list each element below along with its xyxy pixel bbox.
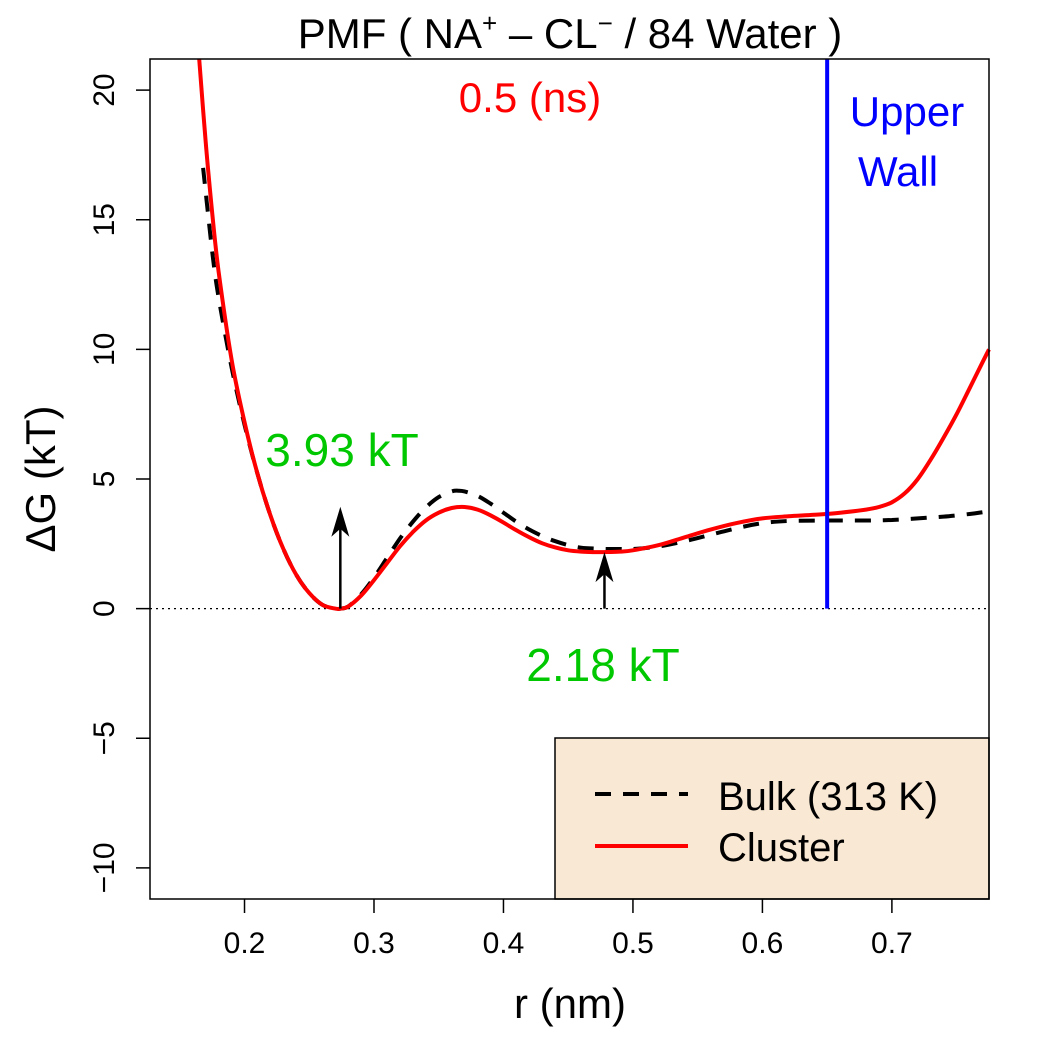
title-suffix: / 84 Water ) bbox=[613, 10, 843, 57]
title-middle: – CL bbox=[497, 10, 597, 57]
title-sup-minus: − bbox=[598, 8, 613, 38]
barrier-label-2: 2.18 kT bbox=[526, 639, 679, 691]
y-tick-label: 20 bbox=[88, 73, 121, 106]
arrow-head bbox=[595, 552, 614, 583]
barrier-arrow-1 bbox=[331, 506, 350, 609]
x-tick-label: 0.3 bbox=[353, 927, 395, 960]
x-tick-label: 0.5 bbox=[612, 927, 654, 960]
y-tick-label: −10 bbox=[88, 842, 121, 893]
chart-title: PMF ( NA+ – CL− / 84 Water ) bbox=[298, 8, 843, 57]
legend-label-bulk: Bulk (313 K) bbox=[718, 775, 938, 819]
y-tick-label: 10 bbox=[88, 333, 121, 366]
x-tick-label: 0.4 bbox=[483, 927, 525, 960]
chart-subtitle: 0.5 (ns) bbox=[459, 74, 601, 121]
x-tick-label: 0.7 bbox=[871, 927, 913, 960]
legend-label-cluster: Cluster bbox=[718, 826, 845, 870]
upper-wall-label-line2: Wall bbox=[858, 148, 938, 195]
x-tick-label: 0.6 bbox=[742, 927, 784, 960]
y-axis-ticks: −10 −5 0 5 10 15 20 bbox=[88, 73, 150, 893]
x-axis-ticks: 0.2 0.3 0.4 0.5 0.6 0.7 bbox=[224, 899, 913, 960]
title-prefix: PMF ( NA bbox=[298, 10, 482, 57]
y-axis-label: ΔG (kT) bbox=[17, 405, 64, 552]
title-sup-plus: + bbox=[482, 8, 497, 38]
x-tick-label: 0.2 bbox=[224, 927, 266, 960]
arrow-head bbox=[331, 506, 350, 537]
upper-wall-label-line1: Upper bbox=[850, 88, 964, 135]
x-axis-label: r (nm) bbox=[514, 980, 626, 1027]
y-tick-label: 5 bbox=[88, 471, 121, 488]
barrier-label-1: 3.93 kT bbox=[265, 424, 418, 476]
legend-box bbox=[554, 737, 990, 900]
y-tick-label: 15 bbox=[88, 203, 121, 236]
series-line-cluster bbox=[197, 58, 991, 612]
y-tick-label: 0 bbox=[88, 600, 121, 617]
series-line-bulk bbox=[201, 167, 983, 612]
barrier-arrow-2 bbox=[595, 552, 614, 609]
y-tick-label: −5 bbox=[88, 721, 121, 755]
